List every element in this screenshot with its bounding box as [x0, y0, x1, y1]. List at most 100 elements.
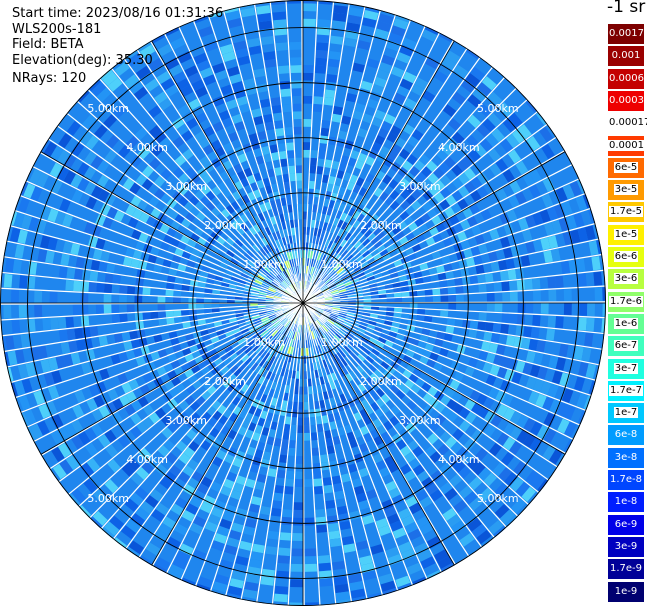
range-bin-cell — [398, 541, 413, 554]
range-bin-cell — [235, 450, 246, 461]
range-bin-cell — [97, 434, 111, 448]
range-bin-cell — [255, 262, 264, 270]
range-bin-cell — [370, 249, 380, 257]
range-bin-cell — [324, 239, 331, 248]
range-bin-cell — [468, 329, 478, 339]
range-bin-cell — [269, 372, 276, 382]
range-bin-cell — [183, 190, 194, 201]
range-bin-cell — [443, 333, 453, 342]
range-bin-cell — [185, 503, 199, 516]
range-bin-cell — [415, 489, 429, 502]
range-bin-cell — [419, 355, 429, 365]
range-bin-cell — [174, 213, 185, 224]
range-bin-cell — [142, 287, 151, 295]
range-bin-cell — [267, 468, 277, 478]
range-bin-cell — [124, 74, 139, 89]
range-bin-cell — [203, 303, 212, 309]
range-bin-cell — [270, 507, 282, 517]
range-bin-cell — [279, 454, 287, 463]
range-bin-cell — [310, 150, 318, 159]
range-bin-cell — [154, 131, 167, 144]
range-bin-cell — [134, 486, 149, 500]
range-bin-cell — [135, 173, 148, 186]
range-bin-cell — [476, 123, 491, 138]
range-bin-cell — [222, 51, 236, 62]
range-bin-cell — [327, 319, 335, 325]
range-bin-cell — [452, 403, 464, 415]
range-bin-cell — [353, 411, 363, 422]
range-bin-cell — [306, 227, 311, 236]
range-bin-cell — [200, 184, 211, 195]
range-bin-cell — [573, 346, 584, 361]
range-bin-cell — [358, 187, 368, 197]
range-bin-cell — [411, 129, 424, 141]
range-bin-cell — [333, 217, 340, 227]
range-bin-cell — [198, 251, 208, 260]
range-bin-cell — [274, 585, 289, 595]
range-bin-cell — [406, 273, 415, 281]
range-bin-cell — [276, 265, 283, 273]
range-bin-cell — [359, 425, 370, 436]
ray-gap-line — [302, 302, 443, 573]
range-bin-cell — [166, 282, 175, 290]
range-bin-cell — [246, 446, 256, 456]
range-label: 1.00km — [243, 336, 285, 349]
range-bin-cell — [283, 212, 290, 222]
range-bin-cell — [351, 278, 360, 284]
range-bin-cell — [225, 330, 234, 338]
range-bin-cell — [502, 393, 514, 407]
colorbar-swatch: 1.7e-6 — [608, 291, 644, 312]
range-bin-cell — [500, 356, 511, 368]
range-bin-cell — [210, 366, 220, 376]
range-bin-cell — [241, 194, 251, 204]
range-bin-cell — [192, 549, 207, 562]
range-bin-cell — [319, 578, 333, 587]
range-bin-cell — [428, 226, 439, 237]
range-bin-cell — [327, 373, 334, 383]
range-bin-cell — [391, 66, 405, 78]
range-bin-cell — [270, 381, 278, 390]
range-bin-cell — [293, 509, 303, 518]
range-bin-cell — [390, 25, 406, 37]
range-bin-cell — [505, 335, 516, 347]
range-bin-cell — [329, 250, 336, 259]
range-bin-cell — [63, 154, 77, 169]
range-bin-cell — [294, 378, 300, 387]
range-bin-cell — [338, 329, 346, 336]
range-bin-cell — [241, 354, 250, 363]
range-bin-cell — [593, 271, 603, 286]
range-bin-cell — [148, 125, 162, 138]
range-bin-cell — [407, 319, 417, 327]
range-bin-cell — [278, 264, 285, 272]
range-bin-cell — [251, 108, 262, 118]
range-bin-cell — [469, 320, 479, 330]
range-bin-cell — [280, 335, 286, 344]
range-bin-cell — [456, 344, 466, 354]
range-bin-cell — [28, 217, 40, 232]
range-bin-cell — [201, 390, 212, 401]
range-bin-cell — [586, 303, 595, 317]
range-bin-cell — [70, 352, 81, 365]
range-bin-cell — [354, 313, 363, 319]
range-bin-cell — [315, 57, 327, 67]
range-bin-cell — [315, 268, 320, 277]
range-bin-cell — [217, 181, 228, 192]
range-bin-cell — [240, 272, 249, 279]
range-bin-cell — [293, 394, 299, 403]
range-bin-cell — [341, 115, 352, 125]
range-bin-cell — [52, 463, 67, 480]
range-bin-cell — [165, 310, 174, 318]
range-bin-cell — [312, 235, 317, 244]
range-bin-cell — [350, 588, 366, 599]
range-bin-cell — [389, 361, 400, 370]
range-bin-cell — [268, 288, 276, 293]
range-bin-cell — [508, 194, 520, 208]
range-bin-cell — [399, 148, 411, 160]
range-bin-cell — [399, 44, 414, 57]
ray-gap-line — [1, 271, 304, 304]
range-bin-cell — [321, 263, 328, 272]
range-bin-cell — [422, 201, 433, 213]
ray-gap-line — [302, 163, 573, 304]
range-bin-cell — [285, 268, 291, 277]
range-bin-cell — [396, 85, 410, 98]
